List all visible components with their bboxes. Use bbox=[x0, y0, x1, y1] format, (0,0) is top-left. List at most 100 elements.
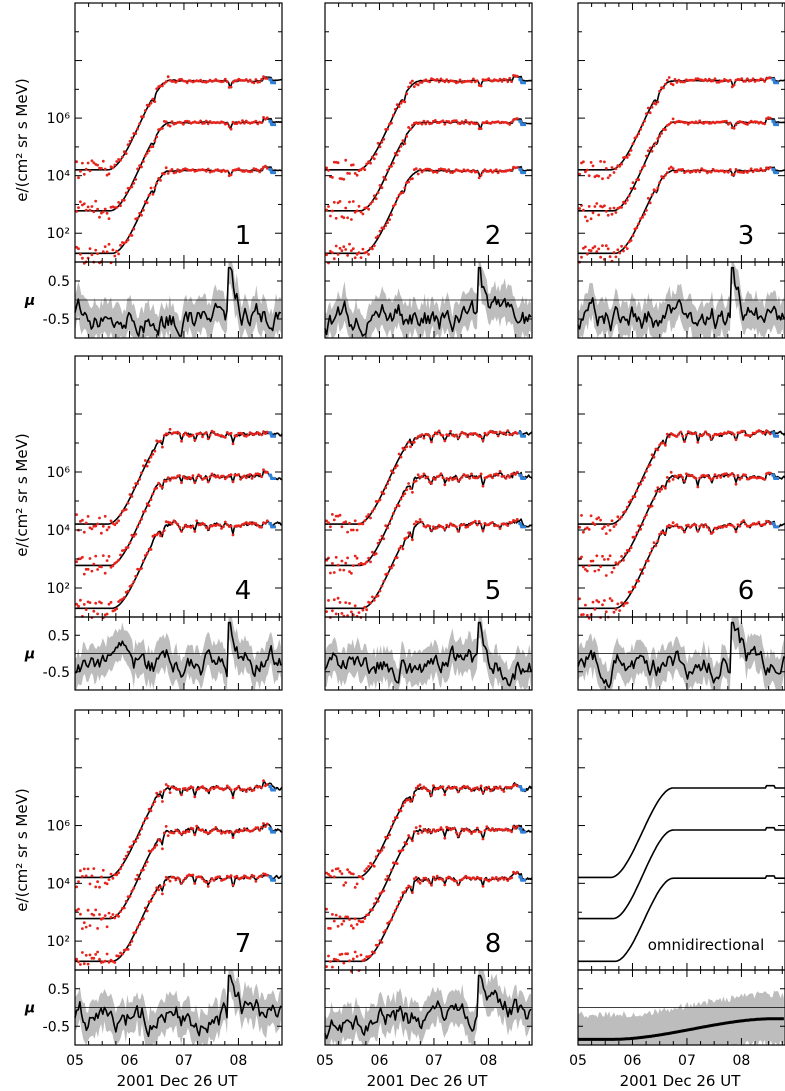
data-point bbox=[711, 434, 715, 438]
panel-5: 5 bbox=[324, 355, 533, 691]
data-point bbox=[386, 572, 389, 576]
data-point bbox=[614, 255, 618, 259]
data-point bbox=[130, 844, 134, 848]
data-point bbox=[456, 529, 460, 533]
data-point bbox=[407, 180, 410, 184]
data-point bbox=[265, 519, 269, 523]
data-point bbox=[382, 930, 386, 934]
data-points-channel-2 bbox=[578, 470, 772, 577]
data-point bbox=[664, 128, 667, 132]
data-point bbox=[589, 161, 593, 164]
data-point bbox=[329, 571, 332, 575]
data-point bbox=[428, 434, 431, 438]
data-point bbox=[489, 473, 492, 477]
data-point bbox=[393, 151, 397, 155]
data-point bbox=[260, 475, 263, 479]
data-point bbox=[738, 431, 742, 435]
data-point bbox=[380, 534, 384, 538]
data-point bbox=[645, 154, 648, 158]
data-point bbox=[107, 911, 111, 915]
data-point bbox=[372, 598, 376, 602]
data-point bbox=[86, 205, 90, 209]
data-point bbox=[121, 952, 124, 956]
data-point bbox=[763, 478, 766, 481]
data-point bbox=[101, 524, 105, 528]
data-point bbox=[222, 525, 225, 529]
data-point bbox=[595, 554, 599, 558]
panel-label: omnidirectional bbox=[648, 936, 765, 954]
data-point bbox=[416, 880, 420, 883]
data-point bbox=[510, 830, 513, 834]
data-point bbox=[149, 809, 153, 813]
data-point bbox=[395, 816, 399, 819]
data-point bbox=[749, 79, 753, 82]
data-point bbox=[437, 80, 441, 84]
data-point bbox=[244, 78, 248, 81]
data-point bbox=[422, 472, 426, 476]
data-point bbox=[151, 894, 155, 898]
data-point bbox=[443, 836, 447, 840]
data-point bbox=[374, 855, 378, 858]
data-point bbox=[100, 875, 103, 879]
data-point bbox=[608, 207, 612, 210]
data-point bbox=[587, 205, 591, 208]
data-point bbox=[372, 244, 376, 248]
data-point bbox=[331, 209, 334, 213]
data-points-channel-1 bbox=[325, 74, 519, 181]
data-point bbox=[235, 786, 239, 790]
data-point bbox=[145, 464, 149, 468]
data-point bbox=[399, 101, 403, 105]
data-point bbox=[365, 515, 369, 518]
data-point bbox=[107, 242, 111, 246]
data-point bbox=[367, 253, 370, 256]
data-point bbox=[180, 832, 183, 836]
data-point bbox=[757, 79, 761, 82]
mu-plot-frame bbox=[324, 261, 533, 339]
data-point bbox=[260, 77, 263, 81]
data-point bbox=[113, 254, 117, 258]
data-point bbox=[98, 913, 101, 916]
data-point bbox=[155, 886, 159, 890]
data-point bbox=[92, 913, 96, 917]
data-point bbox=[629, 239, 633, 242]
data-point bbox=[94, 885, 98, 889]
data-point bbox=[159, 439, 162, 443]
data-point bbox=[371, 908, 374, 912]
data-point bbox=[665, 432, 669, 436]
data-point bbox=[709, 170, 713, 174]
model-curve-channel-2 bbox=[578, 117, 785, 212]
data-point bbox=[451, 878, 454, 881]
data-point bbox=[620, 244, 623, 248]
data-point bbox=[94, 248, 98, 252]
data-point bbox=[350, 249, 353, 253]
data-point bbox=[587, 564, 591, 567]
data-point bbox=[664, 531, 667, 535]
data-point bbox=[183, 876, 187, 880]
data-point bbox=[479, 830, 483, 834]
data-point bbox=[153, 800, 157, 804]
data-point bbox=[162, 789, 166, 792]
data-point bbox=[365, 608, 369, 612]
data-point bbox=[384, 486, 388, 490]
data-point bbox=[77, 247, 80, 251]
data-point bbox=[578, 172, 581, 176]
data-point bbox=[587, 528, 591, 531]
model-curve-channel-2 bbox=[75, 117, 283, 212]
data-point bbox=[409, 885, 412, 889]
data-point bbox=[361, 247, 365, 251]
data-point bbox=[671, 167, 675, 170]
data-point bbox=[222, 474, 225, 478]
data-point bbox=[582, 613, 585, 616]
data-point bbox=[454, 433, 458, 437]
data-point bbox=[380, 941, 384, 944]
data-point bbox=[130, 583, 134, 587]
data-point bbox=[390, 517, 393, 520]
data-point bbox=[388, 218, 391, 222]
data-point bbox=[447, 434, 451, 437]
data-point bbox=[648, 111, 652, 115]
data-point bbox=[392, 161, 395, 165]
data-point bbox=[395, 464, 399, 467]
data-point bbox=[395, 862, 399, 865]
data-point bbox=[504, 876, 508, 880]
